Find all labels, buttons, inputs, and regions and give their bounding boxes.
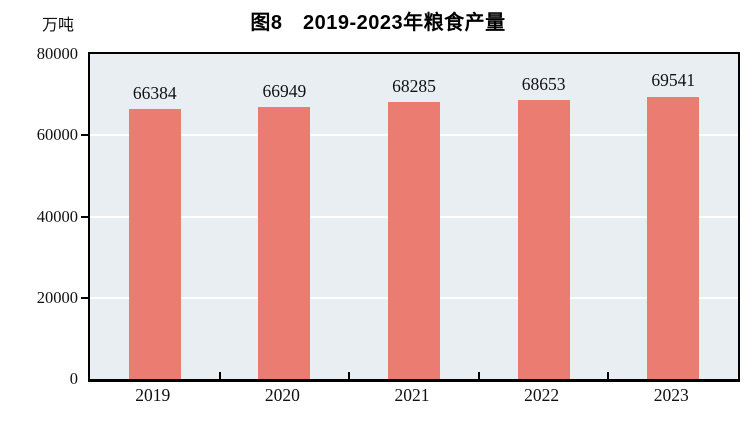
bar-2020 [258,107,311,379]
x-axis-tick-mark [218,372,221,379]
x-axis-tick-label: 2020 [264,385,300,405]
y-axis-tick-label: 20000 [36,287,78,307]
plot-area: 66384 66949 68285 68653 69541 [88,52,740,382]
x-axis-tick-mark [607,372,610,379]
y-axis-tick-label: 80000 [36,44,78,63]
bar-value-label: 66384 [132,83,177,104]
y-axis-tick-mark [81,215,88,218]
x-axis-tick-label: 2023 [653,385,689,405]
y-axis-tick-mark [81,296,88,299]
bar-2022 [517,100,570,379]
x-axis-tick-mark [477,372,480,379]
bar-2023 [647,96,700,379]
bar-value-label: 69541 [651,70,696,91]
x-axis-tick-label: 2019 [135,385,171,405]
bar-2021 [388,101,440,379]
bar-value-label: 68285 [392,75,436,96]
chart-title: 图8 2019-2023年粮食产量 [250,12,506,34]
bar-value-label: 68653 [521,74,566,95]
y-axis-tick-label: 60000 [36,125,78,145]
y-axis-unit-label: 万吨 [41,17,74,34]
y-axis-tick-mark [81,134,88,137]
bar-value-label: 66949 [262,81,307,102]
bar-2019 [128,109,181,379]
y-axis-tick-label: 40000 [36,206,78,226]
x-axis-tick-label: 2022 [524,385,560,405]
y-axis-tick-label: 0 [69,369,78,388]
x-axis-tick-mark [348,372,351,379]
x-axis-tick-label: 2021 [394,385,430,405]
